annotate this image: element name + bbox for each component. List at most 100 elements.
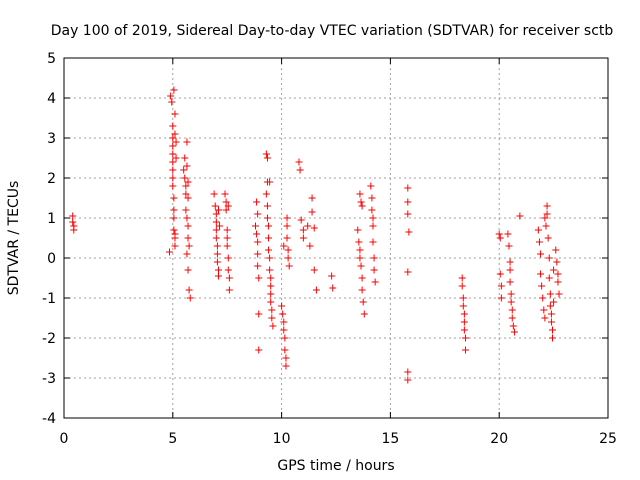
chart-title: Day 100 of 2019, Sidereal Day-to-day VTE… <box>51 23 614 39</box>
data-point <box>279 310 287 318</box>
data-point <box>172 138 180 146</box>
data-point <box>280 318 288 326</box>
x-tick-label: 5 <box>168 431 177 447</box>
data-point <box>285 262 293 270</box>
data-point <box>537 270 545 278</box>
data-point <box>547 318 555 326</box>
data-point <box>507 290 515 298</box>
data-point <box>369 222 377 230</box>
data-point <box>267 282 275 290</box>
data-point <box>554 270 562 278</box>
y-tick-label: -3 <box>42 371 56 387</box>
y-tick-label: 5 <box>47 51 56 67</box>
data-point <box>545 274 553 282</box>
data-point <box>460 310 468 318</box>
data-point <box>404 376 412 384</box>
data-point <box>214 272 222 280</box>
data-point <box>505 242 513 250</box>
data-point <box>263 214 271 222</box>
data-point <box>504 230 512 238</box>
data-point <box>266 178 274 186</box>
data-point <box>367 182 375 190</box>
data-point <box>169 174 177 182</box>
x-axis-label: GPS time / hours <box>277 458 394 474</box>
data-point <box>543 202 551 210</box>
y-tick-label: 0 <box>47 251 56 267</box>
data-point <box>299 226 307 234</box>
data-point <box>224 202 232 210</box>
data-point <box>185 242 193 250</box>
data-point <box>540 306 548 314</box>
data-point <box>281 334 289 342</box>
data-point <box>496 234 504 242</box>
data-point <box>546 302 554 310</box>
data-point <box>284 246 292 254</box>
plot-frame <box>63 57 609 419</box>
data-point <box>497 282 505 290</box>
data-point <box>69 212 77 220</box>
data-point <box>212 226 220 234</box>
x-tick-label: 15 <box>381 431 399 447</box>
data-point <box>404 184 412 192</box>
y-tick-label: -1 <box>42 291 56 307</box>
data-point <box>496 270 504 278</box>
data-point <box>356 254 364 262</box>
data-point <box>538 282 546 290</box>
data-point <box>214 206 222 214</box>
data-point <box>459 302 467 310</box>
data-point <box>358 286 366 294</box>
data-point <box>541 314 549 322</box>
data-point <box>265 222 273 230</box>
data-point <box>299 234 307 242</box>
data-point <box>304 222 312 230</box>
data-point <box>213 250 221 258</box>
data-point <box>308 208 316 216</box>
data-point <box>358 202 366 210</box>
x-tick-label: 20 <box>490 431 508 447</box>
data-point <box>269 322 277 330</box>
data-point <box>171 110 179 118</box>
data-point <box>182 182 190 190</box>
data-point <box>168 98 176 106</box>
data-point <box>267 274 275 282</box>
data-point <box>554 278 562 286</box>
data-point <box>182 206 190 214</box>
data-point <box>355 238 363 246</box>
data-point <box>354 226 362 234</box>
data-point <box>255 310 263 318</box>
data-point <box>460 326 468 334</box>
data-point <box>310 266 318 274</box>
data-point <box>184 234 192 242</box>
data-point <box>510 328 518 336</box>
data-point <box>170 86 178 94</box>
data-point <box>183 138 191 146</box>
data-point <box>278 302 286 310</box>
data-point <box>169 150 177 158</box>
data-point <box>222 198 230 206</box>
data-point <box>535 238 543 246</box>
data-point <box>507 298 515 306</box>
data-point <box>167 92 175 100</box>
data-point <box>265 246 273 254</box>
data-point <box>216 222 224 230</box>
data-point <box>460 318 468 326</box>
data-point <box>268 314 276 322</box>
x-tick-label: 10 <box>273 431 291 447</box>
data-point <box>262 190 270 198</box>
y-tick-label: 2 <box>47 171 56 187</box>
data-point <box>329 284 337 292</box>
data-point <box>297 216 305 224</box>
data-point <box>283 234 291 242</box>
data-point <box>549 326 557 334</box>
data-point <box>69 218 77 226</box>
data-point <box>253 230 261 238</box>
y-axis-label: SDTVAR / TECUs <box>6 181 22 296</box>
data-point <box>282 362 290 370</box>
data-point <box>171 230 179 238</box>
data-point <box>211 202 219 210</box>
data-point <box>263 154 271 162</box>
data-point <box>357 198 365 206</box>
data-point <box>70 226 78 234</box>
data-point <box>550 298 558 306</box>
data-point <box>262 150 270 158</box>
